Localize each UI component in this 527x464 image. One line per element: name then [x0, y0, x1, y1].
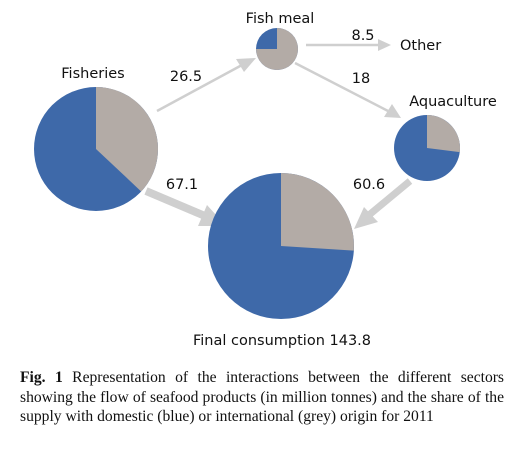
label-aquaculture: Aquaculture	[409, 94, 497, 110]
figure-caption: Fig. 1 Representation of the interaction…	[20, 368, 504, 427]
label-fish-meal: Fish meal	[246, 11, 315, 27]
arrow-fish-meal-to-other	[306, 39, 391, 51]
figure-number: Fig. 1	[20, 369, 63, 386]
pie-aquaculture	[394, 115, 461, 181]
flow-arrows	[144, 39, 413, 229]
flow-diagram: Fisheries Fish meal Aquaculture Final co…	[34, 11, 497, 349]
flow-value-fish-meal-to-other: 8.5	[351, 28, 374, 44]
flow-value-fish-meal-to-aquaculture: 18	[352, 71, 370, 87]
arrow-fish-meal-to-aquaculture	[294, 61, 401, 118]
flow-value-aquaculture-to-final: 60.6	[353, 177, 385, 193]
flow-value-fisheries-to-fish-meal: 26.5	[170, 69, 202, 85]
pie-fisheries	[34, 87, 159, 211]
arrow-aquaculture-to-final	[354, 178, 413, 229]
arrow-fisheries-to-fish-meal	[156, 58, 256, 113]
label-other: Other	[400, 38, 441, 54]
pie-final-consumption	[208, 173, 355, 319]
label-final-consumption: Final consumption 143.8	[193, 333, 371, 349]
caption-text: Representation of the interactions betwe…	[20, 369, 504, 425]
pie-international-slice	[256, 28, 298, 70]
flow-value-fisheries-to-final: 67.1	[166, 177, 198, 193]
pie-fish-meal	[256, 28, 298, 70]
pie-international-slice	[96, 87, 159, 192]
pie-international-slice	[281, 173, 355, 251]
pie-international-slice	[427, 115, 461, 153]
label-fisheries: Fisheries	[61, 66, 124, 82]
